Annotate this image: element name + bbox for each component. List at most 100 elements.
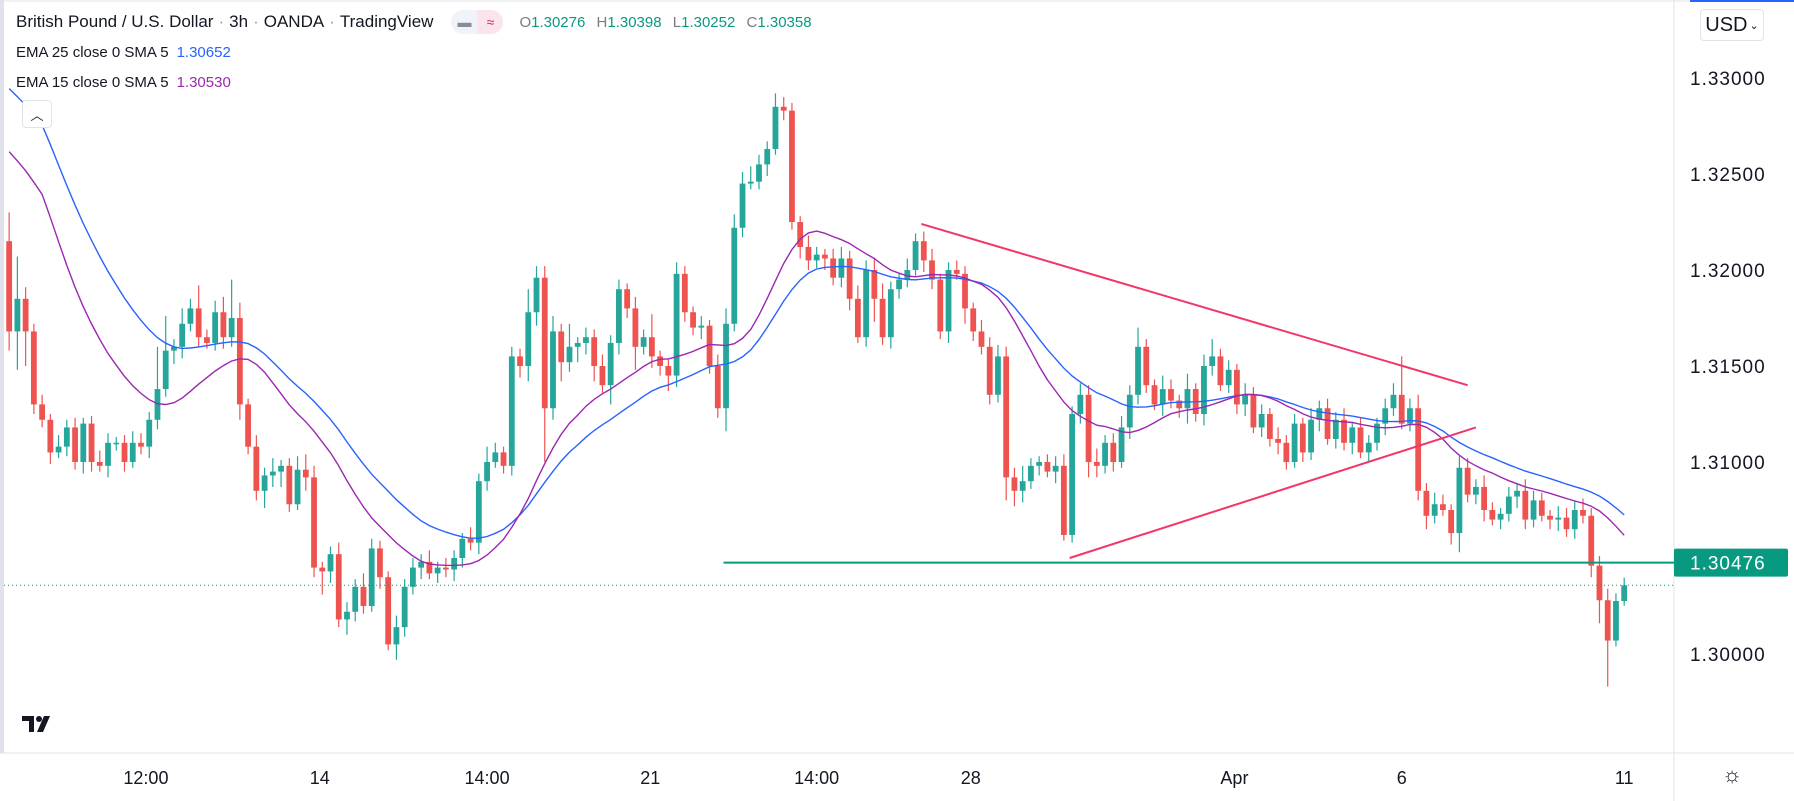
- candle: [1118, 415, 1125, 468]
- candle: [1291, 414, 1298, 468]
- candle: [475, 473, 482, 555]
- candle-body: [607, 342, 614, 386]
- candle: [1011, 467, 1018, 507]
- candle: [1505, 486, 1512, 522]
- candle-body: [245, 404, 252, 447]
- candle: [945, 262, 952, 343]
- price-tick-label: 1.31500: [1690, 357, 1766, 378]
- candle-body: [6, 241, 13, 332]
- candle-body: [541, 277, 548, 409]
- candle: [30, 323, 37, 414]
- candle: [920, 231, 927, 272]
- candle-body: [459, 538, 466, 558]
- ema15-line: [8, 151, 1625, 567]
- candle-body: [772, 106, 779, 150]
- candle-body: [945, 270, 952, 332]
- candle-body: [426, 561, 433, 574]
- candle: [929, 248, 935, 290]
- candle: [854, 285, 861, 343]
- candle-body: [1176, 400, 1183, 409]
- candle: [1489, 502, 1496, 526]
- candle-body: [368, 548, 375, 606]
- candle: [739, 172, 746, 238]
- candle-body: [1341, 419, 1347, 443]
- candle-body: [706, 325, 713, 366]
- candle: [1201, 354, 1207, 426]
- candle: [1407, 398, 1413, 432]
- candle: [797, 216, 804, 259]
- candle-body: [1234, 369, 1240, 405]
- chevron-down-icon: ⌄: [1749, 19, 1759, 32]
- candle-body: [1481, 486, 1488, 510]
- candle: [904, 258, 911, 288]
- candle-body: [1456, 467, 1463, 534]
- currency-select[interactable]: USD ⌄: [1700, 9, 1764, 41]
- candle-body: [121, 442, 128, 462]
- candle-body: [80, 423, 87, 462]
- candle-body: [451, 558, 458, 570]
- candle: [1448, 504, 1455, 545]
- candle: [1143, 339, 1150, 393]
- support-trendline[interactable]: [1069, 426, 1477, 559]
- candle-body: [525, 312, 532, 366]
- candle-body: [212, 312, 219, 343]
- symbol-name[interactable]: British Pound / U.S. Dollar: [16, 12, 214, 31]
- candle: [937, 273, 944, 340]
- candle: [550, 316, 556, 420]
- candle: [113, 437, 120, 451]
- indicator-ema15[interactable]: EMA 15 close 0 SMA 5 1.30530: [16, 74, 231, 91]
- candle-body: [920, 241, 927, 261]
- candle-body: [1225, 369, 1232, 386]
- resistance-trendline[interactable]: [921, 222, 1468, 387]
- candle-body: [236, 318, 243, 405]
- market-status-pill[interactable]: ▬ ≈: [451, 10, 504, 34]
- candle-body: [978, 331, 985, 347]
- candle: [360, 573, 367, 614]
- candle: [879, 283, 886, 345]
- candle-body: [294, 469, 301, 505]
- candle: [1423, 483, 1430, 530]
- candle-body: [756, 164, 762, 182]
- tradingview-logo[interactable]: [20, 710, 54, 738]
- candle: [319, 561, 326, 595]
- candle-body: [1036, 462, 1043, 466]
- candle: [1596, 556, 1603, 624]
- candle-body: [30, 331, 37, 405]
- interval[interactable]: 3h: [229, 12, 249, 31]
- candle-body: [1538, 500, 1545, 516]
- candle-body: [442, 567, 449, 570]
- candle-body: [1258, 414, 1265, 428]
- candle: [1588, 508, 1595, 578]
- candle-body: [1571, 510, 1578, 530]
- candle: [352, 579, 359, 622]
- time-tick-label: 6: [1397, 768, 1407, 788]
- candle-body: [1299, 423, 1306, 453]
- candle: [970, 302, 977, 342]
- candle-body: [1308, 419, 1314, 453]
- candle-body: [1168, 389, 1174, 401]
- collapse-legend-button[interactable]: ︿: [22, 100, 52, 128]
- candle: [1085, 385, 1092, 478]
- candle: [327, 546, 334, 583]
- candle: [278, 460, 284, 487]
- candle-body: [970, 308, 977, 332]
- data-source: TradingView: [339, 12, 434, 31]
- candle-body: [1489, 510, 1496, 520]
- candle: [228, 279, 235, 347]
- candle: [648, 314, 655, 368]
- candle: [146, 412, 153, 459]
- candle-body: [764, 149, 771, 165]
- settings-gear-icon[interactable]: ☼: [1722, 762, 1743, 787]
- candle-body: [723, 323, 729, 409]
- candle: [1093, 448, 1100, 478]
- candle-body: [88, 423, 95, 462]
- candle-body: [393, 627, 400, 645]
- candle: [311, 465, 317, 578]
- candle: [385, 571, 392, 651]
- candle-body: [896, 279, 902, 290]
- candle-body: [418, 561, 425, 568]
- candle-body: [854, 298, 861, 338]
- candle-body: [665, 366, 672, 376]
- indicator-ema25[interactable]: EMA 25 close 0 SMA 5 1.30652: [16, 44, 231, 61]
